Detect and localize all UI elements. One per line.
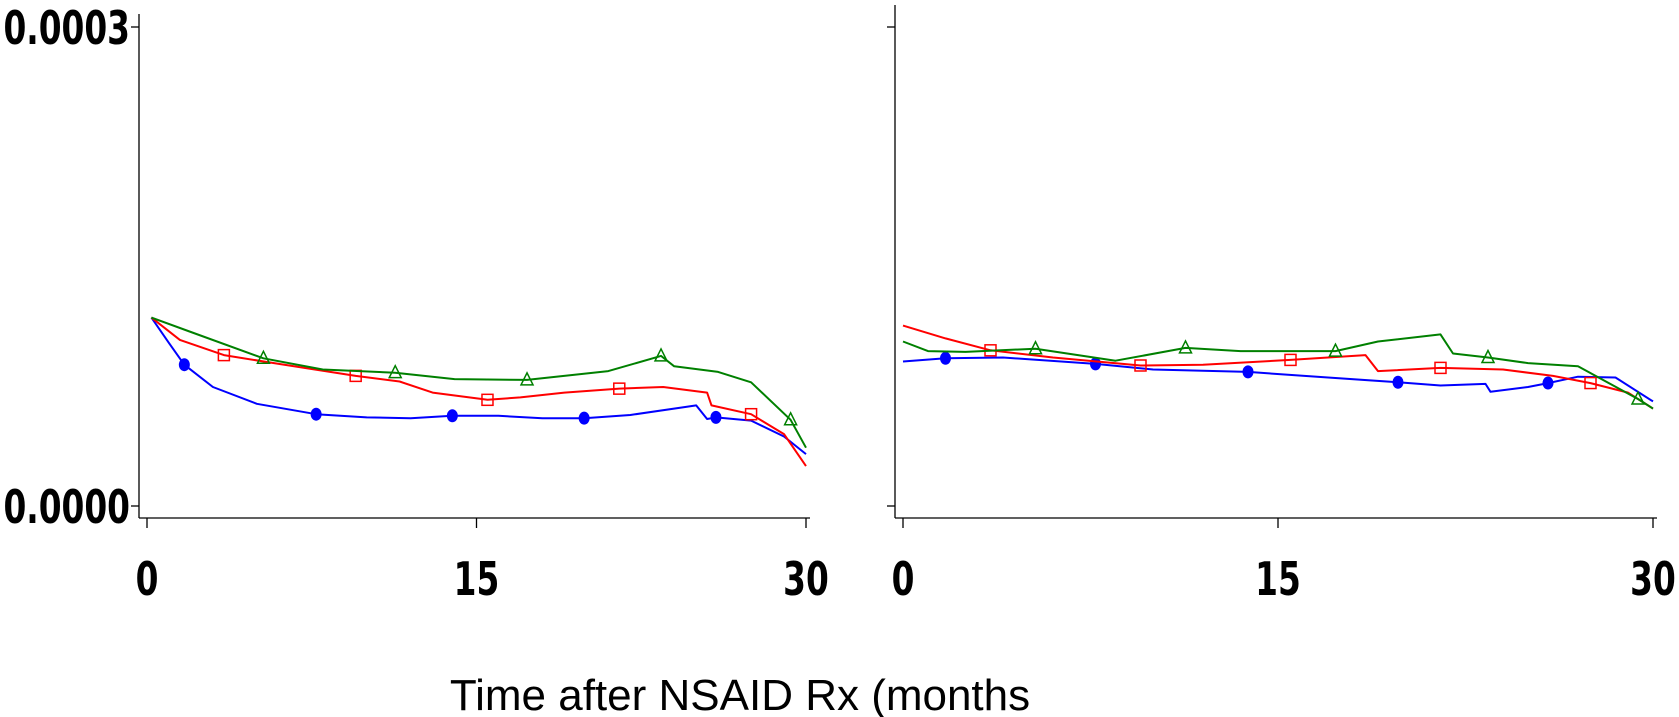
- series-line: [150, 317, 807, 455]
- data-point-triangle: [256, 349, 271, 365]
- data-point-circle: [1392, 375, 1404, 389]
- series-line: [151, 316, 807, 449]
- data-point-circle: [1242, 365, 1254, 379]
- data-point-square: [481, 393, 494, 407]
- x-tick-label: 30: [783, 554, 829, 607]
- series-line: [902, 333, 1654, 410]
- data-point-triangle: [653, 347, 669, 362]
- data-point-triangle: [783, 411, 798, 426]
- data-point-square: [744, 407, 758, 421]
- x-axis-title: Time after NSAID Rx (months: [450, 671, 1030, 717]
- series-line: [902, 324, 1654, 410]
- data-point-triangle: [1480, 348, 1496, 364]
- x-tick-label: 0: [892, 554, 915, 607]
- data-point-triangle: [1178, 339, 1193, 354]
- data-point-square: [1584, 376, 1597, 390]
- right-chart-panel: 0 15 30: [887, 5, 1676, 607]
- data-point-triangle: [1328, 342, 1343, 357]
- data-point-circle: [940, 351, 951, 365]
- data-point-square: [1284, 353, 1297, 367]
- series-line: [902, 356, 1654, 403]
- x-tick-label: 30: [1630, 554, 1676, 607]
- data-point-square: [1434, 361, 1447, 375]
- data-point-triangle: [1028, 340, 1043, 355]
- data-point-circle: [578, 411, 590, 425]
- data-point-circle: [1542, 376, 1554, 390]
- data-point-circle: [1090, 357, 1101, 371]
- x-tick-label: 15: [454, 554, 500, 607]
- data-point-triangle: [519, 371, 535, 386]
- data-point-circle: [710, 410, 722, 424]
- data-point-triangle: [388, 364, 403, 379]
- x-tick-label: 0: [136, 554, 159, 607]
- data-point-square: [1134, 359, 1147, 372]
- data-point-circle: [446, 409, 458, 423]
- data-point-square: [217, 348, 231, 362]
- series-line: [150, 316, 807, 467]
- left-chart-panel: 0 15 30 0.0000 0.0003: [3, 3, 828, 607]
- data-point-circle: [178, 358, 190, 372]
- x-tick-label: 15: [1255, 554, 1301, 607]
- data-point-circle: [310, 407, 322, 421]
- data-point-square: [613, 382, 626, 395]
- y-tick-label: 0.0000: [3, 482, 130, 535]
- data-point-triangle: [1630, 390, 1646, 405]
- y-tick-label: 0.0003: [3, 3, 130, 56]
